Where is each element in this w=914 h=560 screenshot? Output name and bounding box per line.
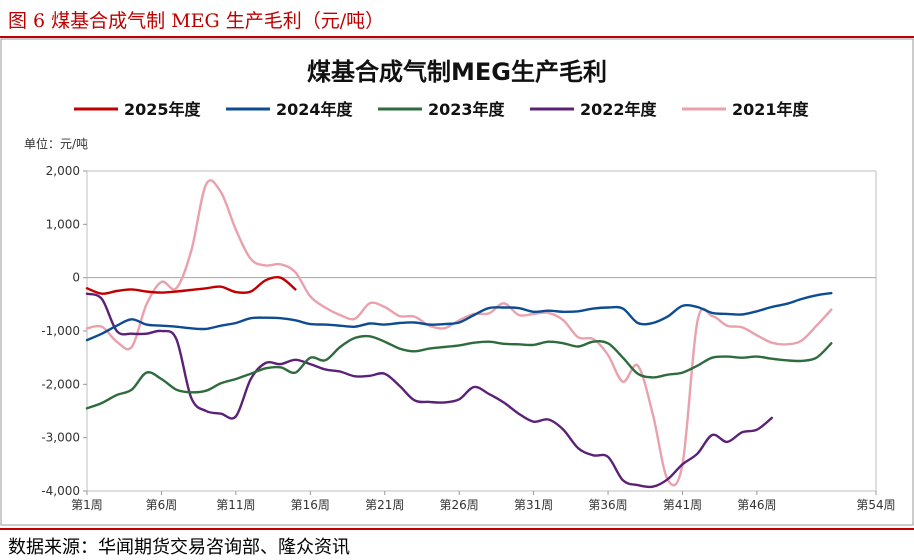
figure-caption: 图 6 煤基合成气制 MEG 生产毛利（元/吨）	[8, 10, 385, 32]
y-tick-label: 2,000	[46, 164, 80, 178]
y-tick-label: 1,000	[46, 217, 80, 231]
x-tick-label: 第36周	[588, 498, 627, 512]
x-tick-label: 第54周	[856, 498, 895, 512]
chart-frame	[0, 38, 914, 526]
data-source: 数据来源：华闻期货交易咨询部、隆众资讯	[8, 537, 350, 558]
series-line-2024	[85, 291, 833, 342]
caption-rule	[0, 36, 914, 38]
x-tick-label: 第1周	[71, 498, 103, 512]
unit-label: 单位：元/吨	[24, 136, 88, 151]
series-line-2023	[85, 334, 833, 410]
x-tick-label: 第16周	[291, 498, 330, 512]
legend-label-2025: 2025年度	[124, 100, 202, 119]
chart-title: 煤基合成气制MEG生产毛利	[307, 58, 607, 86]
x-tick-label: 第6周	[146, 498, 178, 512]
legend-label-2022: 2022年度	[580, 100, 658, 119]
y-tick-label: -1,000	[41, 324, 80, 338]
x-tick-label: 第41周	[663, 498, 702, 512]
x-tick-label: 第31周	[514, 498, 553, 512]
y-tick-label: 0	[72, 271, 80, 285]
legend-label-2023: 2023年度	[428, 100, 506, 119]
y-tick-label: -4,000	[41, 484, 80, 498]
x-tick-label: 第11周	[216, 498, 255, 512]
series-line-2022	[85, 292, 773, 489]
legend-label-2021: 2021年度	[732, 100, 810, 119]
source-rule	[0, 528, 914, 530]
legend-label-2024: 2024年度	[276, 100, 354, 119]
x-tick-label: 第46周	[737, 498, 776, 512]
line-chart: 煤基合成气制MEG生产毛利 2025年度 2024年度 2023年度 2022年度 20…	[0, 38, 914, 526]
series-line-2025	[85, 275, 297, 295]
y-tick-label: -2,000	[41, 377, 80, 391]
chart-legend: 2025年度 2024年度 2023年度 2022年度 2021年度	[74, 100, 810, 119]
y-tick-label: -3,000	[41, 431, 80, 445]
x-tick-label: 第21周	[365, 498, 404, 512]
x-tick-label: 第26周	[440, 498, 479, 512]
